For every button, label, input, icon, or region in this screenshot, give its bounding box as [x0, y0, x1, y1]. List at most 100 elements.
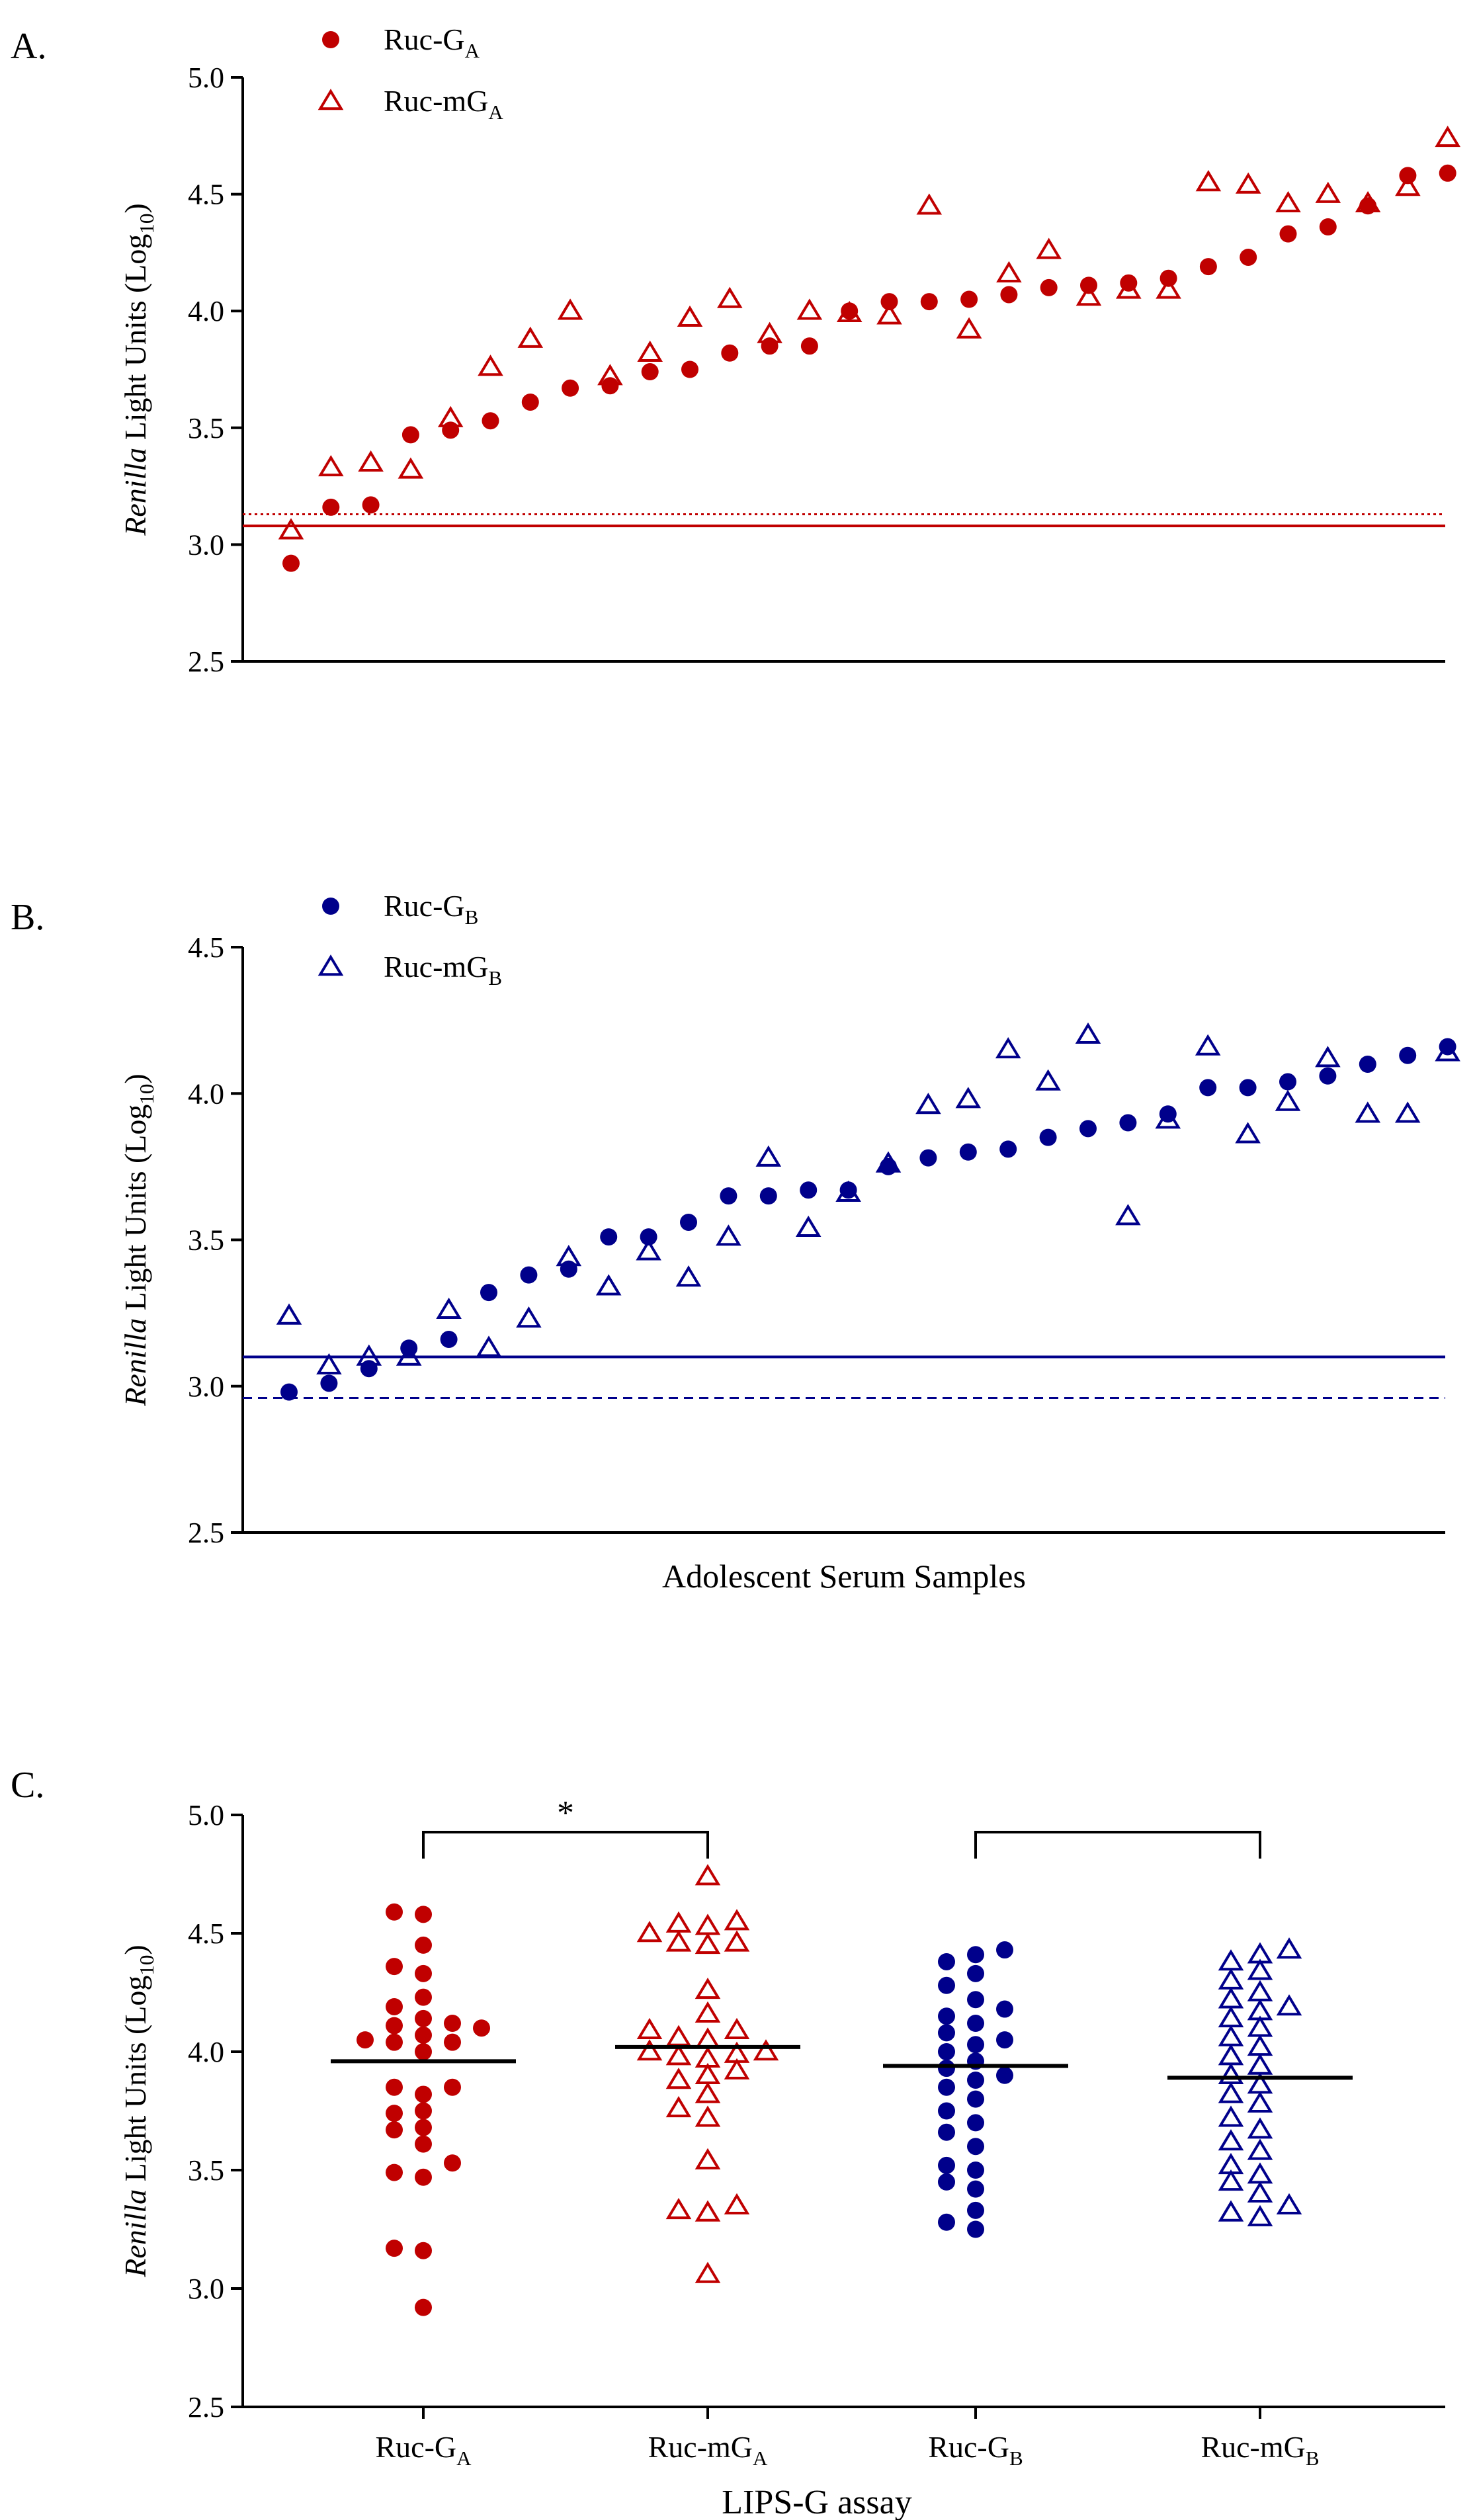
y-axis-A-tick-label: 3.5 [188, 412, 224, 444]
x-tick-label-2-base: Ruc-G [928, 2430, 1009, 2464]
point-Ruc-mGB [1247, 1999, 1273, 2021]
point-Ruc-GA [386, 1997, 403, 2015]
point-Ruc-mGB [276, 1303, 302, 1325]
point-Ruc-mGA [636, 2039, 663, 2061]
x-axis-label-B: Adolescent Serum Samples [662, 1558, 1026, 1595]
y-axis-label-C-part-3: ) [118, 1945, 152, 1954]
point-Ruc-GA [841, 302, 859, 320]
point-Ruc-mGB [516, 1306, 542, 1328]
x-tick-label-1-sub: A [753, 2447, 768, 2470]
point-Ruc-GB [996, 2031, 1013, 2049]
point-Ruc-mGB [1218, 2105, 1244, 2127]
legend-marker-triangle [317, 89, 344, 110]
point-Ruc-mGA [724, 2193, 750, 2214]
point-Ruc-GB [938, 2007, 955, 2025]
point-Ruc-mGA [695, 2046, 721, 2068]
point-Ruc-GA [386, 2078, 403, 2096]
point-Ruc-mGA [695, 1933, 721, 1954]
point-Ruc-mGA [724, 1930, 750, 1952]
y-axis-A-tick-label: 4.5 [188, 179, 224, 211]
y-axis-C-tick-label: 4.0 [188, 2036, 224, 2068]
point-Ruc-GA [415, 2102, 432, 2120]
point-Ruc-GB [967, 1946, 984, 1964]
point-Ruc-mGB [1235, 1122, 1261, 1144]
point-Ruc-mGA [695, 2001, 721, 2023]
point-Ruc-GB [938, 2043, 955, 2060]
point-Ruc-GB [1359, 1056, 1376, 1073]
point-Ruc-GB [967, 2071, 984, 2089]
comparison-bracket-1 [974, 1831, 1261, 1859]
point-Ruc-GB [360, 1360, 378, 1378]
y-axis-label-A-part-1: Light Units (Log [118, 234, 152, 448]
point-Ruc-mGA [796, 298, 823, 320]
point-Ruc-mGA [724, 1909, 750, 1931]
point-Ruc-mGB [1218, 1968, 1244, 1990]
point-Ruc-GA [1240, 248, 1257, 266]
point-Ruc-GB [967, 1964, 984, 1982]
point-Ruc-mGB [755, 1145, 782, 1167]
point-Ruc-GA [415, 2043, 432, 2060]
point-Ruc-GA [415, 2168, 432, 2186]
point-Ruc-mGA [665, 2044, 692, 2066]
point-Ruc-mGA [1275, 190, 1301, 212]
point-Ruc-GB [938, 2156, 955, 2174]
point-Ruc-GA [641, 363, 659, 381]
point-Ruc-mGA [517, 326, 544, 348]
point-Ruc-mGB [356, 1344, 382, 1366]
point-Ruc-GA [473, 2019, 490, 2037]
comparison-bracket-0 [422, 1831, 709, 1859]
point-Ruc-mGB [675, 1265, 702, 1287]
legend-label-1: Ruc-mGA [384, 84, 503, 124]
point-Ruc-mGA [358, 450, 384, 472]
x-tick-label-2: Ruc-GB [928, 2430, 1023, 2470]
point-Ruc-GB [640, 1228, 657, 1246]
point-Ruc-GB [1279, 1073, 1296, 1091]
point-Ruc-mGB [915, 1093, 941, 1114]
x-tick-label-2-sub: B [1009, 2447, 1023, 2470]
point-Ruc-GA [386, 2121, 403, 2139]
point-Ruc-mGA [996, 261, 1022, 282]
point-Ruc-GA [386, 1903, 403, 1921]
y-axis-B-tick-label: 3.0 [188, 1370, 224, 1403]
point-Ruc-mGB [1247, 2072, 1273, 2094]
point-Ruc-GB [967, 2114, 984, 2132]
point-Ruc-GA [1000, 286, 1018, 304]
x-tick-label-1-base: Ruc-mG [648, 2430, 753, 2464]
y-axis-label-B: Renilla Light Units (Log10) [118, 1073, 158, 1406]
point-Ruc-mGB [1218, 2200, 1244, 2222]
point-Ruc-GB [520, 1266, 538, 1284]
point-Ruc-mGB [436, 1297, 462, 1319]
point-Ruc-mGA [1156, 277, 1181, 299]
y-axis-B-tick-label: 4.5 [188, 931, 224, 964]
panel-A: A. 2.5 3.0 3.5 4.0 4.5 5.0 Renilla Light Units … [11, 22, 1460, 678]
x-tick-label-3-base: Ruc-mG [1201, 2430, 1305, 2464]
point-Ruc-GB [880, 1157, 897, 1175]
point-Ruc-mGA [753, 2039, 779, 2061]
y-axis-C-tick-label: 3.5 [188, 2154, 224, 2187]
legend-marker-triangle [317, 954, 344, 976]
y-axis-label-B-part-0: Renilla [118, 1318, 152, 1407]
y-axis-label-A-part-2: 10 [135, 214, 158, 234]
point-Ruc-GA [1279, 225, 1297, 243]
legend-label-0-sub: A [465, 39, 480, 62]
point-Ruc-GA [415, 1936, 432, 1954]
point-Ruc-GB [1119, 1114, 1137, 1132]
legend-marker-circle [322, 898, 339, 915]
panel-C: C. 2.5 3.0 3.5 4.0 4.5 5.0 Renilla Light Units … [11, 1765, 1445, 2520]
point-Ruc-mGB [1247, 2138, 1273, 2160]
panel-label-C: C. [11, 1765, 44, 1806]
point-Ruc-mGB [1247, 2053, 1273, 2075]
legend-marker-circle [322, 31, 339, 48]
point-Ruc-mGA [1435, 125, 1460, 147]
point-Ruc-mGB [795, 1215, 822, 1238]
point-Ruc-GB [938, 2123, 955, 2141]
point-Ruc-mGA [665, 2096, 692, 2118]
panel-B: B. 2.5 3.0 3.5 4.0 4.5 Renilla Light Units (Lo… [11, 889, 1460, 1595]
point-Ruc-GA [415, 1988, 432, 2006]
point-Ruc-mGA [836, 300, 863, 322]
point-Ruc-GA [322, 498, 340, 516]
legend-label-1-base: Ruc-mG [384, 950, 488, 984]
x-axis-label-C: LIPS-G assay [722, 2484, 911, 2520]
point-Ruc-GB [938, 2213, 955, 2231]
point-Ruc-mGA [665, 1911, 692, 1933]
